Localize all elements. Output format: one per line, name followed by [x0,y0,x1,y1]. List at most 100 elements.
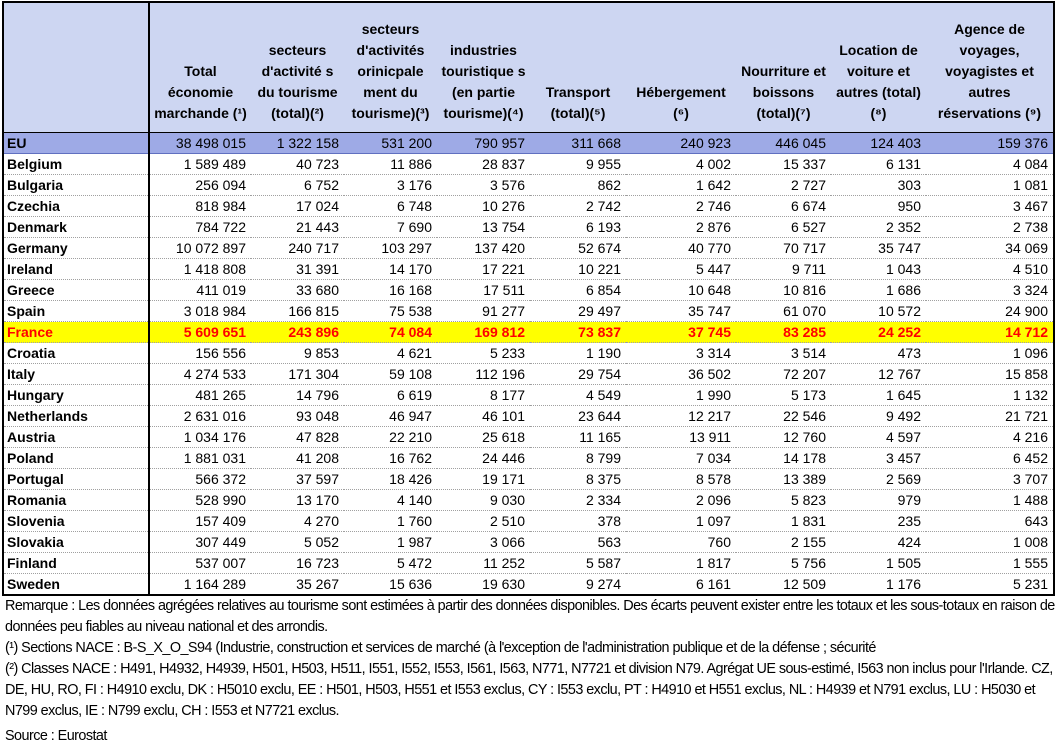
value-cell: 75 538 [344,300,437,322]
value-cell: 9 711 [736,258,831,280]
value-cell: 11 886 [344,153,437,175]
value-cell: 5 447 [626,258,736,280]
country-label: Slovenia [3,510,150,532]
value-cell: 2 738 [926,216,1054,238]
value-cell: 3 018 984 [149,300,251,322]
value-cell: 6 854 [530,279,626,301]
value-cell: 22 546 [736,405,831,427]
value-cell: 4 084 [926,153,1054,175]
value-cell: 528 990 [149,489,251,511]
value-cell: 4 274 533 [149,363,251,385]
country-label: Belgium [3,153,150,175]
value-cell: 4 510 [926,258,1054,280]
table-row: Denmark 784 722 21 443 7 690 13 754 6 193 2 87… [3,216,1054,238]
country-label: Greece [3,279,150,301]
value-cell: 2 876 [626,216,736,238]
table-row: Greece 411 019 33 680 16 168 17 511 6 854 10 6… [3,279,1054,301]
value-cell: 124 403 [831,132,926,154]
table-row: Germany 10 072 897 240 717 103 297 137 420 52… [3,237,1054,259]
value-cell: 37 597 [251,468,344,490]
value-cell: 2 727 [736,174,831,196]
value-cell: 784 722 [149,216,251,238]
table-row: Netherlands 2 631 016 93 048 46 947 46 101 23… [3,405,1054,427]
country-label: Slovakia [3,531,150,553]
value-cell: 537 007 [149,552,251,574]
value-cell: 6 527 [736,216,831,238]
country-label: Finland [3,552,150,574]
value-cell: 5 052 [251,531,344,553]
value-cell: 950 [831,195,926,217]
value-cell: 1 164 289 [149,573,251,596]
value-cell: 2 742 [530,195,626,217]
value-cell: 2 631 016 [149,405,251,427]
value-cell: 36 502 [626,363,736,385]
remark-note: Remarque : Les données agrégées relative… [5,598,1055,635]
value-cell: 137 420 [437,237,530,259]
value-cell: 1 418 808 [149,258,251,280]
value-cell: 166 815 [251,300,344,322]
column-header: Transport (total)(⁵) [530,2,626,133]
value-cell: 8 375 [530,468,626,490]
value-cell: 52 674 [530,237,626,259]
value-cell: 40 770 [626,237,736,259]
value-cell: 4 597 [831,426,926,448]
value-cell: 5 472 [344,552,437,574]
value-cell: 11 165 [530,426,626,448]
value-cell: 12 760 [736,426,831,448]
value-cell: 9 030 [437,489,530,511]
table-body: EU 38 498 015 1 322 158 531 200 790 957 311 6… [3,132,1054,596]
country-label: Italy [3,363,150,385]
column-header: secteurs d'activités orinicpale ment du … [344,2,437,133]
value-cell: 16 168 [344,279,437,301]
value-cell: 6 131 [831,153,926,175]
value-cell: 1 322 158 [251,132,344,154]
value-cell: 72 207 [736,363,831,385]
value-cell: 35 747 [626,300,736,322]
value-cell: 3 467 [926,195,1054,217]
value-cell: 9 492 [831,405,926,427]
value-cell: 1 176 [831,573,926,596]
country-label: Sweden [3,573,150,596]
value-cell: 47 828 [251,426,344,448]
country-label: Croatia [3,342,150,364]
value-cell: 2 510 [437,510,530,532]
value-cell: 9 853 [251,342,344,364]
value-cell: 240 923 [626,132,736,154]
value-cell: 2 352 [831,216,926,238]
value-cell: 4 621 [344,342,437,364]
value-cell: 256 094 [149,174,251,196]
value-cell: 16 762 [344,447,437,469]
value-cell: 12 509 [736,573,831,596]
footnote-1: (¹) Sections NACE : B-S_X_O_S94 (Industr… [5,640,876,656]
value-cell: 1 132 [926,384,1054,406]
value-cell: 5 609 651 [149,321,251,343]
value-cell: 6 161 [626,573,736,596]
value-cell: 157 409 [149,510,251,532]
value-cell: 6 674 [736,195,831,217]
value-cell: 643 [926,510,1054,532]
table-row: Hungary 481 265 14 796 6 619 8 177 4 549 1 990… [3,384,1054,406]
value-cell: 31 391 [251,258,344,280]
value-cell: 19 630 [437,573,530,596]
value-cell: 14 796 [251,384,344,406]
value-cell: 1 043 [831,258,926,280]
value-cell: 19 171 [437,468,530,490]
value-cell: 3 314 [626,342,736,364]
value-cell: 103 297 [344,237,437,259]
table-row: Sweden 1 164 289 35 267 15 636 19 630 9 274 6 … [3,573,1054,596]
value-cell: 74 084 [344,321,437,343]
value-cell: 15 858 [926,363,1054,385]
value-cell: 563 [530,531,626,553]
value-cell: 40 723 [251,153,344,175]
value-cell: 29 754 [530,363,626,385]
value-cell: 33 680 [251,279,344,301]
value-cell: 4 002 [626,153,736,175]
country-label: EU [3,132,150,154]
value-cell: 61 070 [736,300,831,322]
value-cell: 5 587 [530,552,626,574]
value-cell: 1 831 [736,510,831,532]
value-cell: 156 556 [149,342,251,364]
value-cell: 18 426 [344,468,437,490]
value-cell: 2 746 [626,195,736,217]
value-cell: 1 190 [530,342,626,364]
